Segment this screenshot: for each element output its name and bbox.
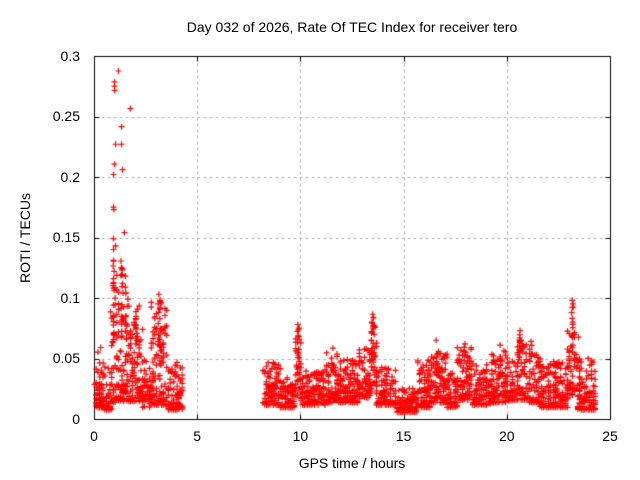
x-axis-label: GPS time / hours [298,455,406,471]
chart-title: Day 032 of 2026, Rate Of TEC Index for r… [186,19,518,35]
x-tick-label: 15 [395,428,412,444]
y-tick-label: 0.2 [60,168,80,185]
x-tick-label: 0 [90,428,98,444]
x-tick-label: 25 [602,428,618,444]
y-tick-label: 0.05 [52,350,80,366]
y-tick-label: 0.3 [60,47,80,64]
y-tick-label: 0 [72,410,80,427]
x-tick-label: 10 [292,428,309,444]
x-tick-label: 5 [193,428,202,444]
y-tick-label: 0.1 [60,289,80,306]
y-tick-label: 0.25 [52,108,80,124]
x-tick-label: 20 [499,428,515,444]
y-tick-label: 0.15 [52,229,80,245]
